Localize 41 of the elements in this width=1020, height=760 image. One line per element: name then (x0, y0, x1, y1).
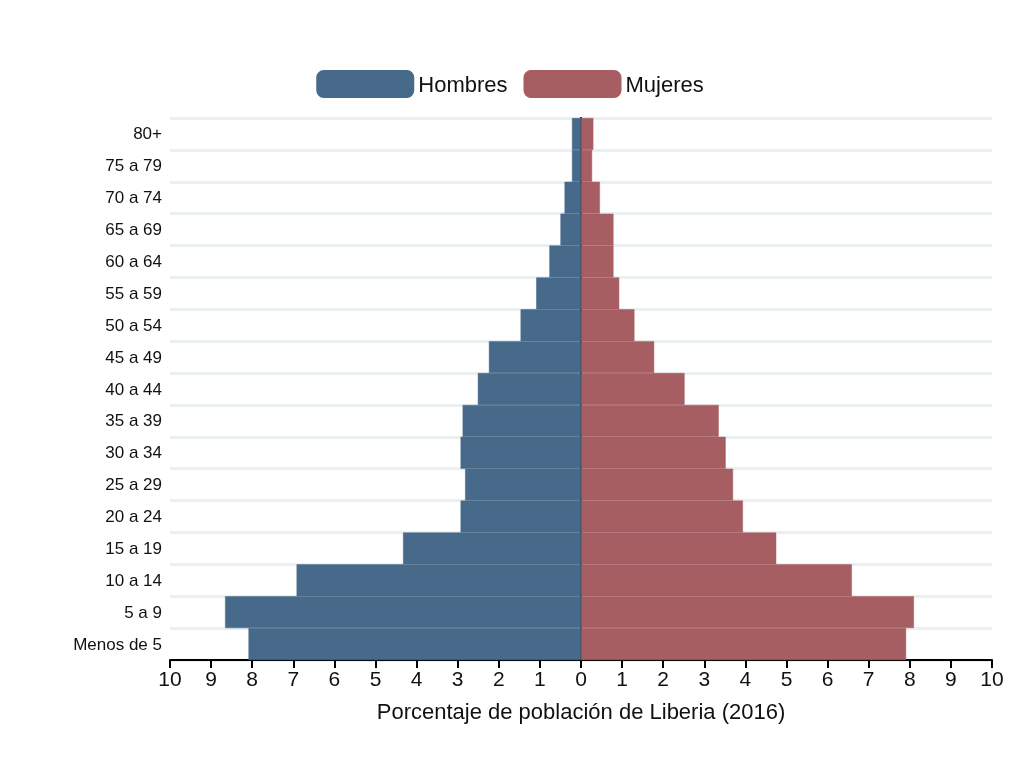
y-tick-label: 40 a 44 (105, 379, 162, 399)
x-tick-label: 3 (451, 667, 464, 690)
x-tick-label: 4 (739, 667, 752, 690)
y-tick-label: 30 a 34 (105, 443, 162, 463)
x-tick-label: 7 (862, 667, 875, 690)
y-tick-label: 80+ (133, 124, 163, 144)
x-tick-label: 6 (821, 667, 834, 690)
x-tick-label: 5 (369, 667, 382, 690)
x-tick-label: 8 (246, 667, 259, 690)
x-tick-label: 2 (492, 667, 505, 690)
y-tick-label: 15 a 19 (105, 538, 162, 558)
legend-label: Mujeres (625, 71, 704, 97)
x-tick-label: 7 (287, 667, 300, 690)
y-tick-label: 75 a 79 (105, 156, 162, 176)
x-tick-label: 9 (945, 667, 957, 690)
y-tick-label: 20 a 24 (105, 507, 162, 527)
x-tick-label: 4 (410, 667, 423, 690)
x-tick-label: 9 (205, 667, 217, 690)
y-tick-label: 65 a 69 (105, 220, 162, 240)
y-tick-label: 5 a 9 (124, 602, 162, 622)
x-tick-label: 8 (903, 667, 916, 690)
x-tick-label: 2 (657, 667, 670, 690)
x-tick-label: 10 (980, 667, 1004, 690)
y-tick-label: 35 a 39 (105, 411, 162, 431)
legend-label: Hombres (418, 71, 508, 97)
y-tick-label: 70 a 74 (105, 188, 162, 208)
x-tick-label: 5 (780, 667, 793, 690)
y-tick-label: 50 a 54 (105, 315, 162, 335)
x-tick-label: 6 (328, 667, 341, 690)
x-tick-label: 0 (575, 667, 587, 690)
y-tick-label: 60 a 64 (105, 251, 162, 271)
y-tick-label: 10 a 14 (105, 570, 162, 590)
x-tick-label: 10 (158, 667, 182, 690)
y-tick-label: Menos de 5 (73, 634, 162, 654)
y-tick-label: 55 a 59 (105, 283, 162, 303)
x-tick-label: 3 (698, 667, 711, 690)
y-tick-label: 25 a 29 (105, 475, 162, 495)
y-tick-label: 45 a 49 (105, 347, 162, 367)
x-tick-label: 1 (616, 667, 628, 690)
x-axis-title: Porcentaje de población de Liberia (2016) (376, 698, 786, 724)
x-tick-label: 1 (534, 667, 546, 690)
